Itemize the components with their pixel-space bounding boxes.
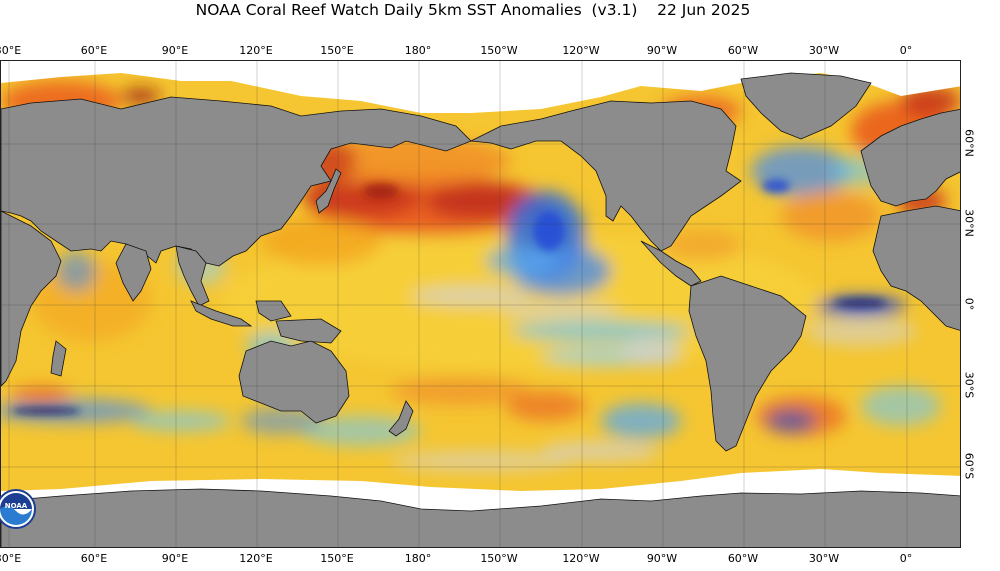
lon-tick-bottom: 0° <box>899 552 913 565</box>
map-title: NOAA Coral Reef Watch Daily 5km SST Anom… <box>195 1 751 19</box>
noaa-logo-text: NOAA <box>5 502 28 510</box>
map-canvas <box>1 61 960 547</box>
lon-tick-top: 60°E <box>80 44 108 57</box>
lon-tick-top: 120°E <box>239 44 273 57</box>
lat-tick: 60°N <box>962 129 976 157</box>
lon-tick-bottom: 90°E <box>161 552 189 565</box>
lat-tick: 0° <box>962 297 976 311</box>
lon-tick-bottom: 150°E <box>320 552 354 565</box>
lon-tick-top: 150°W <box>480 44 518 57</box>
graticule <box>1 61 960 547</box>
lon-tick-top: 150°E <box>320 44 354 57</box>
land-masses <box>1 72 960 547</box>
lon-tick-top: 60°W <box>727 44 759 57</box>
lon-tick-bottom: 150°W <box>480 552 518 565</box>
lon-tick-top: 90°E <box>161 44 189 57</box>
lon-tick-bottom: 30°W <box>808 552 840 565</box>
lon-tick-bottom: 180° <box>404 552 432 565</box>
lon-tick-top: 90°W <box>646 44 678 57</box>
lon-tick-bottom: 60°E <box>80 552 108 565</box>
lon-tick-top: 0° <box>899 44 913 57</box>
anomaly-field <box>1 81 960 471</box>
lat-tick: 60°S <box>962 452 976 480</box>
lat-tick: 30°S <box>962 371 976 399</box>
lon-tick-bottom: 120°E <box>239 552 273 565</box>
lon-tick-top: 30°W <box>808 44 840 57</box>
lat-tick: 30°N <box>962 209 976 237</box>
lon-tick-top: 120°W <box>562 44 600 57</box>
lon-tick-bottom: 90°W <box>646 552 678 565</box>
lon-tick-top: 180° <box>404 44 432 57</box>
lon-tick-bottom: 60°W <box>727 552 759 565</box>
lon-tick-bottom: 30°E <box>0 552 22 565</box>
noaa-logo: NOAA <box>0 489 36 529</box>
lon-tick-top: 30°E <box>0 44 22 57</box>
lon-tick-bottom: 120°W <box>562 552 600 565</box>
sst-anomaly-map[interactable] <box>0 60 961 548</box>
